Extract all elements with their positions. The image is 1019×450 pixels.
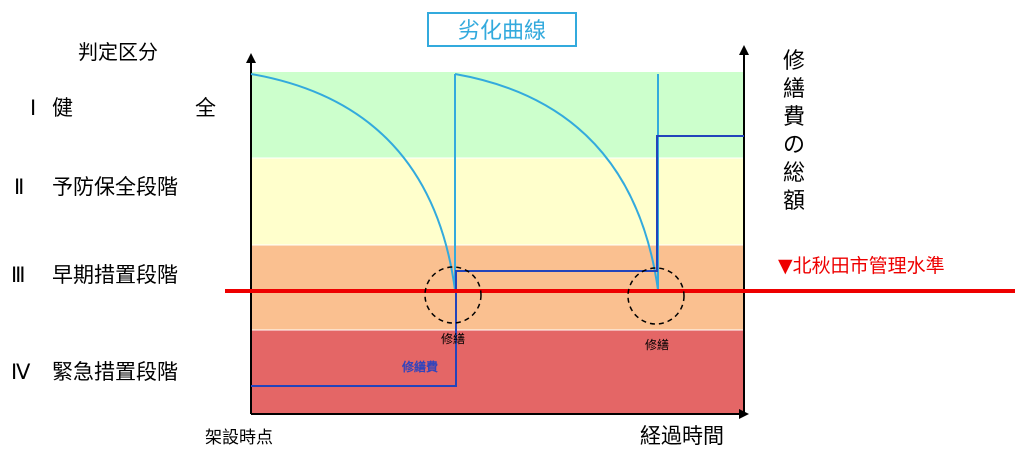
category-4-numeral: Ⅳ	[11, 360, 31, 384]
repair-cost-label: 修繕費	[401, 359, 438, 374]
right-axis-char: 費	[783, 105, 805, 130]
diagram-title: 劣化曲線	[458, 19, 546, 44]
category-2-numeral: Ⅱ	[14, 175, 24, 199]
deterioration-curve-1	[250, 73, 456, 291]
category-1-numeral: Ⅰ	[30, 96, 36, 120]
management-level-label: ▼北秋田市管理水準	[778, 255, 945, 277]
right-axis-char: 繕	[783, 77, 805, 102]
band-category-1	[251, 72, 744, 158]
title-box	[427, 12, 577, 47]
right-axis-char: の	[783, 133, 805, 158]
category-2-label: 予防保全段階	[52, 175, 178, 199]
x-axis-end-label: 経過時間	[640, 424, 724, 448]
repair-cost-step-line	[251, 135, 744, 387]
repair-point-circle-2	[627, 267, 685, 325]
right-axis-label: 修 繕 費 の 総 額	[783, 49, 805, 214]
x-axis-start-label: 架設時点	[205, 428, 273, 448]
y-axis-label: 判定区分	[78, 40, 158, 64]
category-4-label: 緊急措置段階	[52, 360, 178, 384]
category-1-label-right: 全	[195, 96, 216, 120]
repair-label-2: 修繕	[645, 337, 669, 352]
band-category-4	[251, 330, 744, 414]
repair-label-1: 修繕	[441, 331, 465, 346]
repair-point-circle-1	[424, 266, 482, 324]
right-axis-char: 総	[783, 161, 805, 186]
band-category-2	[251, 158, 744, 245]
category-3-label: 早期措置段階	[52, 263, 178, 287]
right-axis-char: 修	[783, 49, 805, 74]
deterioration-curve-2	[454, 73, 659, 291]
category-3-numeral: Ⅲ	[11, 263, 25, 287]
right-axis-char: 額	[783, 189, 805, 214]
category-1-label-left: 健	[52, 96, 73, 120]
band-category-3	[251, 245, 744, 330]
